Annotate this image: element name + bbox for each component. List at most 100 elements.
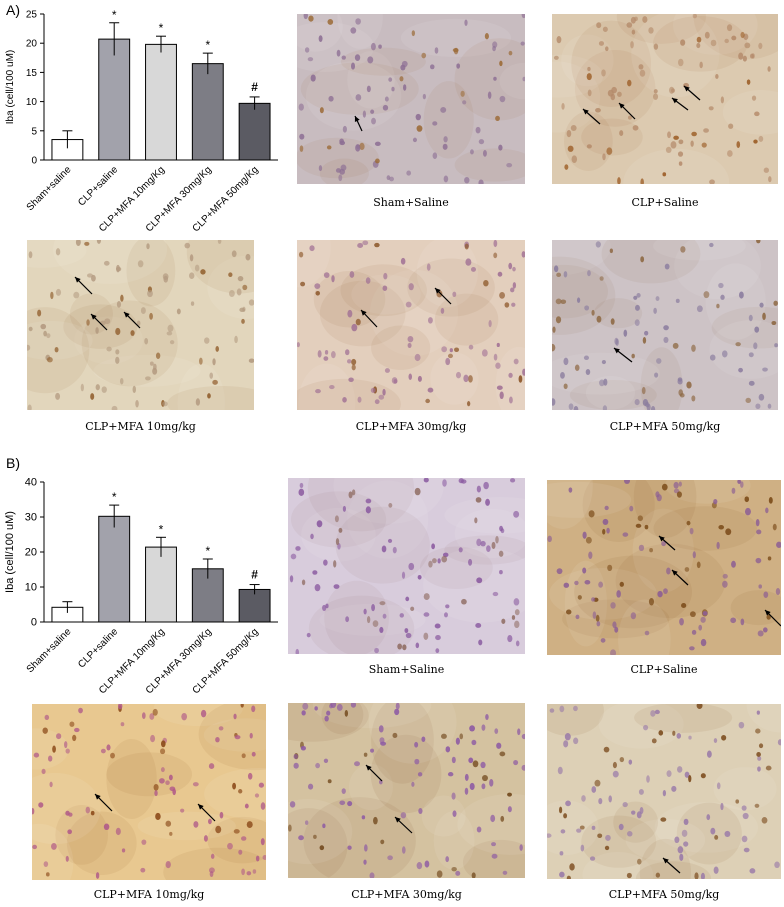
stained-cell: [165, 820, 172, 827]
stained-cell: [597, 833, 603, 839]
stained-cell: [394, 708, 400, 716]
stained-cell: [617, 177, 621, 184]
stained-cell: [575, 614, 580, 620]
stained-cell: [46, 357, 53, 363]
stained-cell: [627, 831, 633, 837]
stained-cell: [429, 64, 435, 70]
stained-cell: [405, 301, 412, 308]
caption-a-1: Sham+Saline: [373, 196, 449, 209]
stained-cell: [585, 369, 591, 375]
stained-cell: [145, 376, 151, 381]
stained-cell: [437, 558, 441, 564]
stained-cell: [348, 491, 353, 499]
stained-cell: [679, 617, 684, 626]
stained-cell: [566, 875, 571, 879]
stained-cell: [656, 358, 662, 364]
stained-cell: [106, 346, 112, 352]
stained-cell: [135, 400, 139, 408]
stained-cell: [461, 598, 467, 605]
significance-marker: *: [112, 8, 117, 22]
stained-cell: [749, 868, 756, 874]
stained-cell: [380, 839, 385, 845]
stained-cell: [758, 584, 762, 589]
stained-cell: [355, 144, 361, 152]
stained-cell: [677, 846, 684, 854]
stained-cell: [298, 103, 304, 111]
stained-cell: [96, 240, 102, 244]
stained-cell: [440, 106, 447, 113]
bar: [98, 515, 131, 623]
stained-cell: [27, 404, 32, 410]
stained-cell: [736, 141, 741, 149]
stained-cell: [488, 320, 492, 328]
stained-cell: [731, 560, 736, 568]
stained-cell: [333, 560, 337, 568]
stained-cell: [210, 853, 215, 859]
stained-cell: [349, 271, 355, 278]
stained-cell: [190, 301, 195, 306]
stained-cell: [300, 281, 306, 287]
stained-cell: [606, 527, 610, 534]
stained-cell: [166, 331, 173, 336]
stained-cell: [152, 367, 158, 375]
stained-cell: [507, 634, 513, 643]
stained-cell: [203, 835, 208, 842]
stained-cell: [619, 756, 625, 763]
stained-cell: [481, 724, 486, 731]
caption-b-4: CLP+MFA 30mg/kg: [351, 888, 462, 901]
stained-cell: [589, 856, 596, 861]
stained-cell: [299, 145, 304, 152]
stained-cell: [739, 291, 744, 299]
stained-cell: [460, 479, 467, 484]
stained-cell: [406, 170, 412, 176]
stained-cell: [130, 330, 135, 336]
stained-cell: [720, 96, 725, 104]
stained-cell: [341, 55, 346, 60]
significance-marker: #: [251, 568, 258, 582]
stained-cell: [478, 139, 485, 145]
stained-cell: [428, 560, 433, 568]
significance-marker: *: [159, 522, 164, 536]
stained-cell: [293, 754, 299, 760]
tissue-background: [297, 240, 525, 410]
stained-cell: [318, 35, 323, 43]
stained-cell: [444, 612, 448, 618]
stained-cell: [260, 802, 266, 810]
significance-marker: *: [159, 21, 164, 35]
stained-cell: [247, 772, 253, 780]
stained-cell: [215, 737, 220, 743]
stained-cell: [610, 93, 616, 101]
stained-cell: [495, 115, 500, 121]
stained-cell: [653, 43, 659, 50]
stained-cell: [491, 853, 498, 859]
stained-cell: [740, 31, 745, 39]
stained-cell: [595, 108, 601, 113]
stained-cell: [675, 298, 680, 304]
y-tick-label: 0: [31, 617, 37, 629]
stained-cell: [192, 782, 199, 787]
stained-cell: [208, 818, 212, 825]
stained-cell: [706, 814, 711, 821]
stained-cell: [640, 256, 645, 263]
stained-cell: [414, 758, 420, 765]
stained-cell: [493, 252, 498, 259]
stained-cell: [612, 761, 617, 769]
stained-cell: [312, 570, 318, 575]
stained-cell: [374, 647, 379, 654]
stained-cell: [640, 178, 644, 184]
stained-cell: [602, 26, 608, 32]
stained-cell: [316, 520, 323, 528]
stained-cell: [304, 47, 310, 53]
stained-cell: [336, 703, 343, 711]
y-tick-label: 25: [26, 10, 38, 21]
stained-cell: [249, 732, 253, 739]
stained-cell: [599, 379, 605, 387]
stained-cell: [615, 338, 619, 346]
stained-cell: [414, 487, 421, 496]
stained-cell: [64, 741, 68, 749]
arrow-head: [395, 817, 401, 823]
stained-cell: [522, 368, 525, 376]
stained-cell: [388, 503, 393, 508]
stained-cell: [584, 305, 590, 311]
stained-cell: [521, 764, 525, 771]
